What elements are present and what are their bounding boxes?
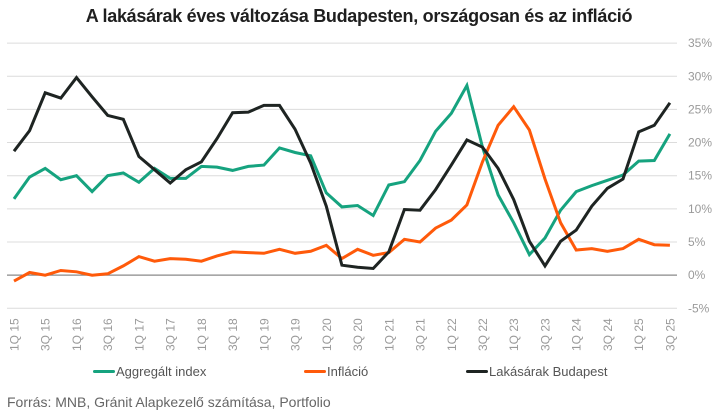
x-tick-label: 3Q 23 <box>538 318 552 351</box>
y-tick-label: -5% <box>688 301 710 315</box>
legend-swatch-inflacio <box>304 370 326 373</box>
legend-item-aggregalt-index[interactable]: Aggregált index <box>93 364 206 379</box>
x-tick-label: 1Q 16 <box>70 318 84 351</box>
x-tick-label: 3Q 17 <box>164 318 178 351</box>
chart-title: A lakásárak éves változása Budapesten, o… <box>85 6 633 26</box>
x-axis-ticks: 1Q 15 3Q 15 1Q 16 3Q 16 1Q 17 3Q 17 1Q 18 3Q 18… <box>8 318 678 351</box>
legend-item-lakasarak-budapest[interactable]: Lakásárak Budapest <box>466 364 608 379</box>
legend-item-inflacio[interactable]: Infláció <box>304 364 368 379</box>
gridlines <box>7 42 677 309</box>
x-tick-label: 1Q 15 <box>8 318 22 351</box>
x-tick-label: 3Q 22 <box>476 318 490 351</box>
x-tick-label: 3Q 18 <box>226 318 240 351</box>
x-tick-label: 1Q 19 <box>257 318 271 351</box>
source-note: Forrás: MNB, Gránit Alapkezelő számítása… <box>7 394 331 410</box>
x-tick-label: 3Q 16 <box>101 318 115 351</box>
x-tick-label: 1Q 21 <box>382 318 396 351</box>
x-tick-label: 3Q 24 <box>601 318 615 351</box>
legend-swatch-lakasarak-budapest <box>466 370 488 373</box>
y-tick-label: 15% <box>688 169 712 183</box>
y-tick-label: 10% <box>688 202 712 216</box>
x-tick-label: 1Q 22 <box>445 318 459 351</box>
y-tick-label: 0% <box>688 268 706 282</box>
series-line-inflacio <box>13 104 670 283</box>
y-axis-ticks: 35% 30% 25% 20% 15% 10% 5% 0% -5% <box>688 36 712 315</box>
x-tick-label: 3Q 21 <box>414 318 428 351</box>
y-tick-label: 20% <box>688 136 712 150</box>
legend-label: Infláció <box>327 364 369 379</box>
y-tick-label: 30% <box>688 69 712 83</box>
y-tick-label: 25% <box>688 102 712 116</box>
legend: Aggregált index Infláció Lakásárak Budap… <box>0 364 718 382</box>
x-tick-label: 3Q 25 <box>663 318 677 351</box>
y-tick-label: 35% <box>688 36 712 50</box>
x-tick-label: 1Q 17 <box>132 318 146 351</box>
x-tick-label: 1Q 23 <box>507 318 521 351</box>
x-tick-label: 1Q 20 <box>320 318 334 351</box>
legend-label: Aggregált index <box>116 364 207 379</box>
y-tick-label: 5% <box>688 235 706 249</box>
x-tick-label: 3Q 15 <box>39 318 53 351</box>
x-tick-label: 1Q 18 <box>195 318 209 351</box>
series-line-lakasarak-budapest <box>12 75 672 271</box>
x-tick-label: 1Q 25 <box>632 318 646 351</box>
series-lines <box>12 75 672 283</box>
x-tick-label: 1Q 24 <box>570 318 584 351</box>
legend-label: Lakásárak Budapest <box>489 364 608 379</box>
x-tick-label: 3Q 19 <box>289 318 303 351</box>
x-tick-label: 3Q 20 <box>351 318 365 351</box>
series-line-aggregalt-index <box>12 81 672 258</box>
legend-swatch-aggregalt-index <box>93 370 115 373</box>
